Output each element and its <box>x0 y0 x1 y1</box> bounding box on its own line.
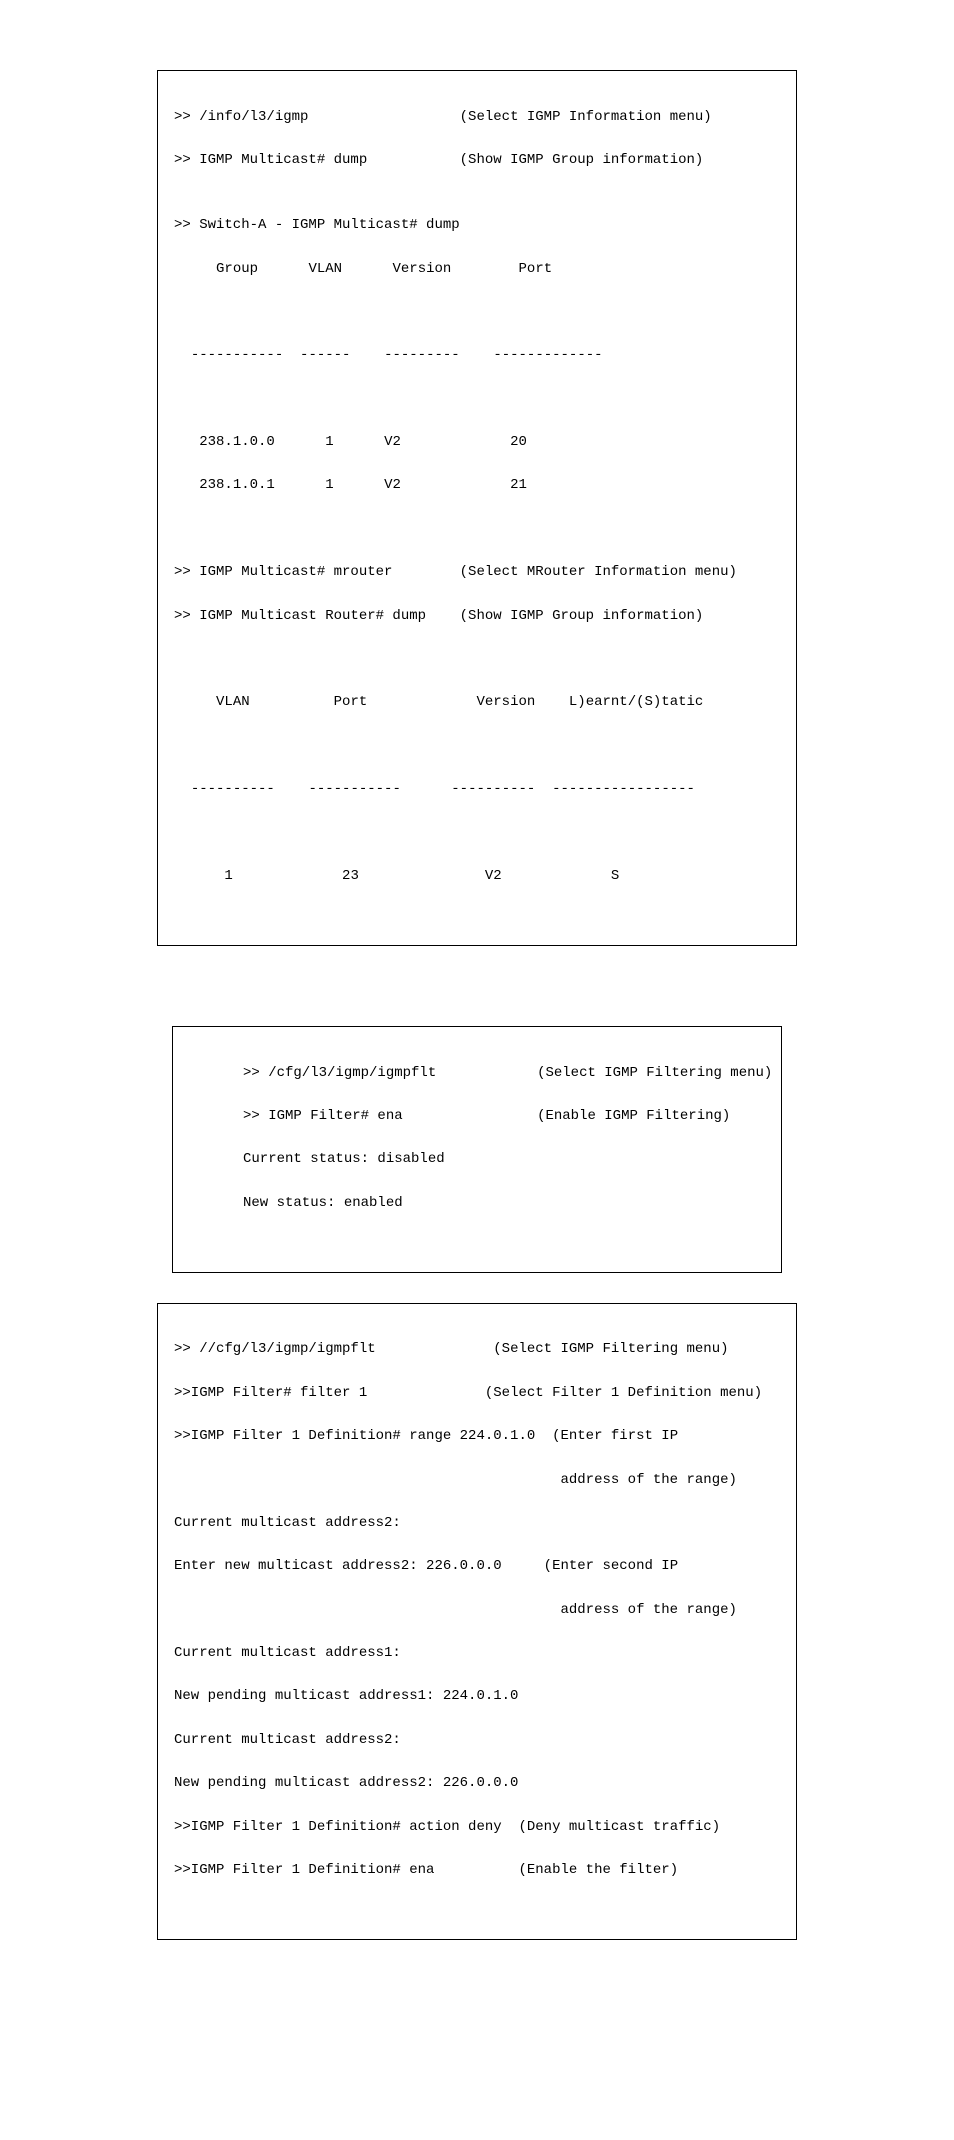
sep: ------------- <box>493 347 602 363</box>
comment: (Show IGMP Group information) <box>460 152 704 168</box>
line: >> IGMP Multicast# dump (Show IGMP Group… <box>174 150 780 172</box>
cell-port: 23 <box>342 868 359 884</box>
comment: address of the range) <box>560 1472 736 1488</box>
cmd: >>IGMP Filter 1 Definition# action deny <box>174 1819 502 1835</box>
comment: (Enter first IP <box>552 1428 678 1444</box>
blank-line <box>174 736 780 758</box>
table-separator: ---------- ----------- ---------- ------… <box>174 779 780 801</box>
terminal-block-2: >> /cfg/l3/igmp/igmpflt (Select IGMP Fil… <box>172 1026 782 1273</box>
cell-port: 20 <box>510 434 527 450</box>
sep: ----------- <box>191 347 283 363</box>
comment: (Select MRouter Information menu) <box>460 564 737 580</box>
col-ls: L)earnt/(S)tatic <box>569 694 703 710</box>
cell-version: V2 <box>384 434 401 450</box>
col-version: Version <box>392 261 451 277</box>
comment: (Show IGMP Group information) <box>460 608 704 624</box>
page: >> /info/l3/igmp (Select IGMP Informatio… <box>0 0 954 2140</box>
comment: (Enter second IP <box>544 1558 678 1574</box>
comment: address of the range) <box>560 1602 736 1618</box>
cell-port: 21 <box>510 477 527 493</box>
sep: ---------- <box>451 781 535 797</box>
line: >> Switch-A - IGMP Multicast# dump <box>174 215 780 237</box>
cell-vlan: 1 <box>325 434 333 450</box>
line: >>IGMP Filter 1 Definition# range 224.0.… <box>174 1426 780 1448</box>
line: >>IGMP Filter# filter 1 (Select Filter 1… <box>174 1383 780 1405</box>
col-port: Port <box>334 694 368 710</box>
sep: ---------- <box>191 781 275 797</box>
table-separator: ----------- ------ --------- -----------… <box>174 345 780 367</box>
table-row: 238.1.0.1 1 V2 21 <box>174 475 780 497</box>
line: >>IGMP Filter 1 Definition# action deny … <box>174 1817 780 1839</box>
cmd: >> /cfg/l3/igmp/igmpflt <box>243 1065 436 1081</box>
line: Current multicast address2: <box>174 1730 780 1752</box>
line: Current status: disabled <box>243 1149 765 1171</box>
blank-line <box>174 649 780 671</box>
cmd: >> IGMP Multicast# mrouter <box>174 564 392 580</box>
line: >> //cfg/l3/igmp/igmpflt (Select IGMP Fi… <box>174 1339 780 1361</box>
line: Current multicast address1: <box>174 1643 780 1665</box>
cmd: >> IGMP Multicast# dump <box>174 152 367 168</box>
cmd: >> IGMP Filter# ena <box>243 1108 403 1124</box>
cmd: Enter new multicast address2: 226.0.0.0 <box>174 1558 502 1574</box>
comment: (Select IGMP Filtering menu) <box>537 1065 772 1081</box>
line: New pending multicast address2: 226.0.0.… <box>174 1773 780 1795</box>
comment: (Enable the filter) <box>518 1862 678 1878</box>
col-vlan: VLAN <box>308 261 342 277</box>
line: >>IGMP Filter 1 Definition# ena (Enable … <box>174 1860 780 1882</box>
col-port: Port <box>519 261 553 277</box>
table-row: 1 23 V2 S <box>174 866 780 888</box>
line: address of the range) <box>174 1470 780 1492</box>
cell-group: 238.1.0.1 <box>199 477 275 493</box>
line: New status: enabled <box>243 1193 765 1215</box>
comment: (Select IGMP Filtering menu) <box>493 1341 728 1357</box>
table-row: 238.1.0.0 1 V2 20 <box>174 432 780 454</box>
col-version: Version <box>476 694 535 710</box>
sep: --------- <box>384 347 460 363</box>
line: New pending multicast address1: 224.0.1.… <box>174 1686 780 1708</box>
cmd: >> IGMP Multicast Router# dump <box>174 608 426 624</box>
sep: ------ <box>300 347 350 363</box>
terminal-block-3: >> //cfg/l3/igmp/igmpflt (Select IGMP Fi… <box>157 1303 797 1940</box>
cmd: >> /info/l3/igmp <box>174 109 308 125</box>
line: >> IGMP Multicast Router# dump (Show IGM… <box>174 606 780 628</box>
cmd: >> //cfg/l3/igmp/igmpflt <box>174 1341 376 1357</box>
cell-vlan: 1 <box>325 477 333 493</box>
col-group: Group <box>216 261 258 277</box>
sep: ----------- <box>308 781 400 797</box>
cell-version: V2 <box>485 868 502 884</box>
blank-line <box>174 389 780 411</box>
sep: ----------------- <box>552 781 695 797</box>
terminal-block-1: >> /info/l3/igmp (Select IGMP Informatio… <box>157 70 797 946</box>
cmd: >>IGMP Filter 1 Definition# ena <box>174 1862 434 1878</box>
line: Current multicast address2: <box>174 1513 780 1535</box>
blank-line <box>174 302 780 324</box>
blank-line <box>174 822 780 844</box>
cell-version: V2 <box>384 477 401 493</box>
comment: (Select Filter 1 Definition menu) <box>485 1385 762 1401</box>
line: >> IGMP Multicast# mrouter (Select MRout… <box>174 562 780 584</box>
cell-ls: S <box>611 868 619 884</box>
line: address of the range) <box>174 1600 780 1622</box>
line: >> IGMP Filter# ena (Enable IGMP Filteri… <box>243 1106 765 1128</box>
col-vlan: VLAN <box>216 694 250 710</box>
line: >> /cfg/l3/igmp/igmpflt (Select IGMP Fil… <box>243 1063 765 1085</box>
blank-line <box>174 519 780 541</box>
cell-vlan: 1 <box>224 868 232 884</box>
line: Enter new multicast address2: 226.0.0.0 … <box>174 1556 780 1578</box>
cmd: >>IGMP Filter 1 Definition# range 224.0.… <box>174 1428 535 1444</box>
table-header: VLAN Port Version L)earnt/(S)tatic <box>174 692 780 714</box>
table-header: Group VLAN Version Port <box>174 259 780 281</box>
comment: (Select IGMP Information menu) <box>460 109 712 125</box>
comment: (Enable IGMP Filtering) <box>537 1108 730 1124</box>
line: >> /info/l3/igmp (Select IGMP Informatio… <box>174 107 780 129</box>
comment: (Deny multicast traffic) <box>518 1819 720 1835</box>
cell-group: 238.1.0.0 <box>199 434 275 450</box>
cmd: >>IGMP Filter# filter 1 <box>174 1385 367 1401</box>
